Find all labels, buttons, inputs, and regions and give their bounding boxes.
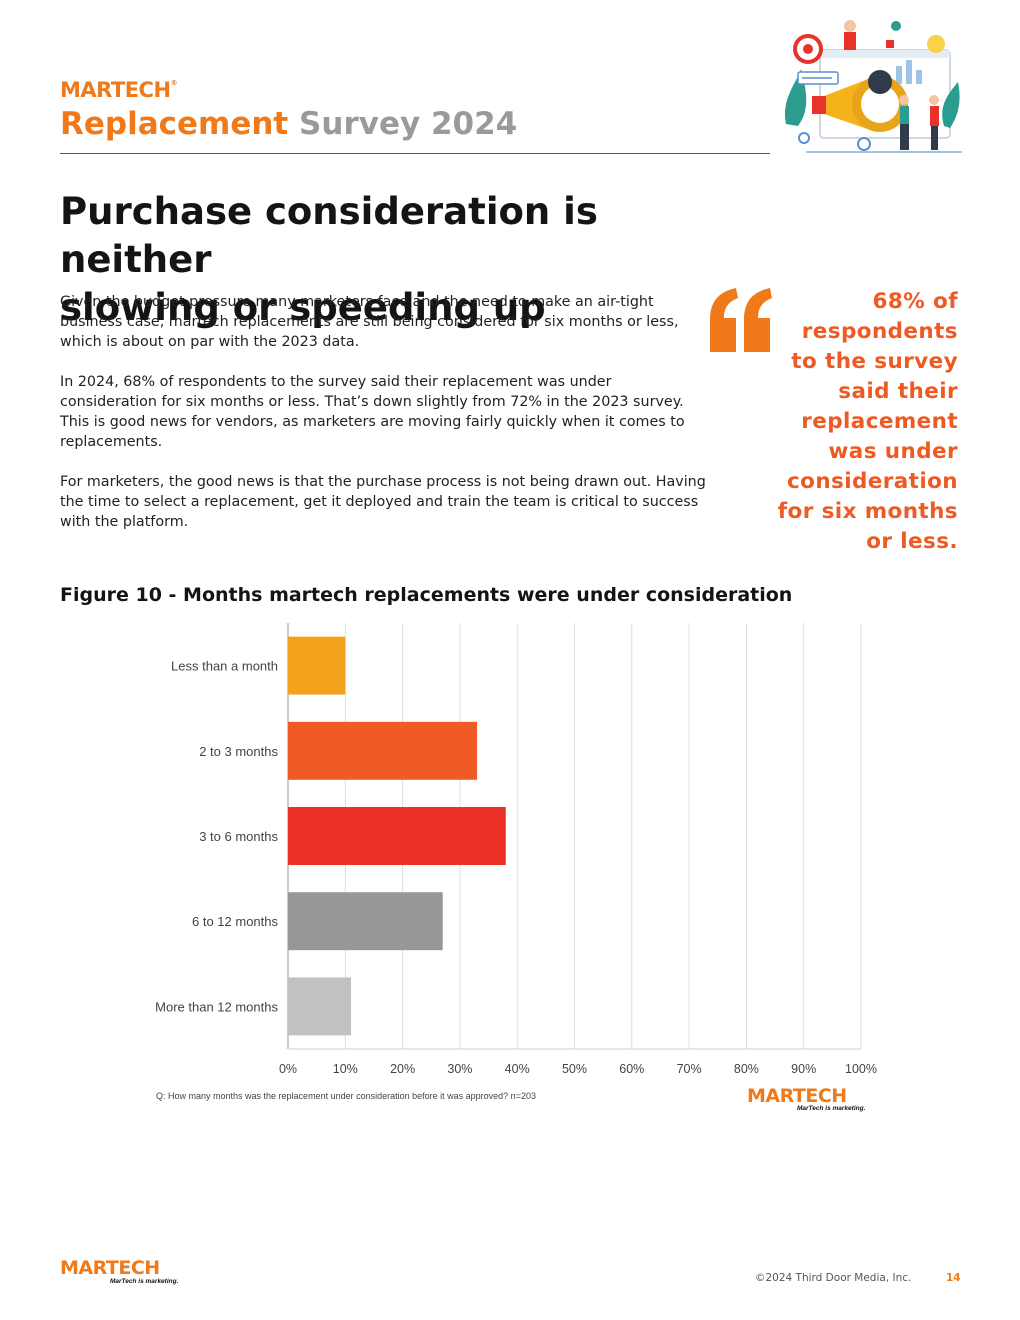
martech-logo-header: MARTECH®	[60, 78, 178, 102]
survey-title-part2: Survey 2024	[299, 106, 518, 142]
header-divider	[60, 153, 770, 154]
bar	[288, 721, 478, 780]
brand-text: MARTECH	[60, 78, 171, 102]
page-number: 14	[946, 1272, 961, 1284]
logo-brand-text: MARTECH	[747, 1085, 847, 1107]
pull-quote-line: consideration	[787, 469, 958, 494]
bar	[288, 892, 443, 951]
footer-tagline: MarTech is marketing.	[110, 1278, 179, 1285]
survey-question: Q: How many months was the replacement u…	[156, 1091, 536, 1101]
body-text: Given the budget pressure many marketers…	[60, 292, 710, 552]
category-label: 3 to 6 months	[199, 829, 278, 844]
headline-line-1: Purchase consideration is neither	[60, 190, 598, 281]
martech-logo-footer: MARTECH	[60, 1259, 160, 1278]
pull-quote-line: was under	[828, 439, 958, 464]
survey-title: Replacement Survey 2024	[60, 106, 517, 143]
x-tick-label: 50%	[562, 1062, 587, 1076]
x-tick-label: 20%	[390, 1062, 415, 1076]
category-label: 6 to 12 months	[192, 914, 278, 929]
bar	[288, 807, 506, 865]
x-tick-label: 80%	[734, 1062, 759, 1076]
pull-quote-line: said their	[838, 379, 958, 404]
survey-title-part1: Replacement	[60, 106, 289, 142]
x-tick-label: 60%	[619, 1062, 644, 1076]
logo-tagline: MarTech is marketing.	[797, 1105, 866, 1112]
bar	[288, 636, 346, 695]
pull-quote-line: or less.	[866, 529, 958, 554]
quote-mark-icon	[710, 288, 772, 352]
body-paragraph-1: Given the budget pressure many marketers…	[60, 294, 679, 350]
body-paragraph-2: In 2024, 68% of respondents to the surve…	[60, 374, 685, 450]
x-tick-label: 70%	[677, 1062, 702, 1076]
x-tick-label: 100%	[845, 1062, 877, 1076]
pull-quote: 68% of respondents to the survey said th…	[760, 287, 958, 557]
body-paragraph-3: For marketers, the good news is that the…	[60, 474, 706, 530]
bar-chart: 0% 10% 20% 30% 40% 50% 60% 70% 80% 90% 100% Less th…	[155, 623, 877, 1076]
x-tick-label: 40%	[505, 1062, 530, 1076]
x-tick-label: 0%	[279, 1062, 297, 1076]
pull-quote-line: for six months	[777, 499, 958, 524]
pull-quote-line: respondents	[801, 319, 958, 344]
marketing-illustration	[784, 20, 962, 153]
category-label: More than 12 months	[155, 999, 278, 1014]
copyright: ©2024 Third Door Media, Inc.	[755, 1272, 912, 1284]
category-label: Less than a month	[171, 659, 278, 674]
page-headline: Purchase consideration is neither slowin…	[60, 188, 760, 332]
martech-logo-chart: MARTECH	[747, 1087, 847, 1106]
x-tick-label: 10%	[333, 1062, 358, 1076]
x-tick-label: 30%	[447, 1062, 472, 1076]
figure-title: Figure 10 - Months martech replacements …	[60, 584, 793, 606]
footer-brand-text: MARTECH	[60, 1257, 160, 1279]
pull-quote-line: to the survey	[791, 349, 958, 374]
x-tick-label: 90%	[791, 1062, 816, 1076]
bar	[288, 977, 352, 1036]
headline-line-2: slowing or speeding up	[60, 286, 546, 329]
pull-quote-line: 68% of	[872, 289, 958, 314]
category-label: 2 to 3 months	[199, 744, 278, 759]
pull-quote-line: replacement	[801, 409, 958, 434]
registered-mark: ®	[170, 79, 178, 87]
